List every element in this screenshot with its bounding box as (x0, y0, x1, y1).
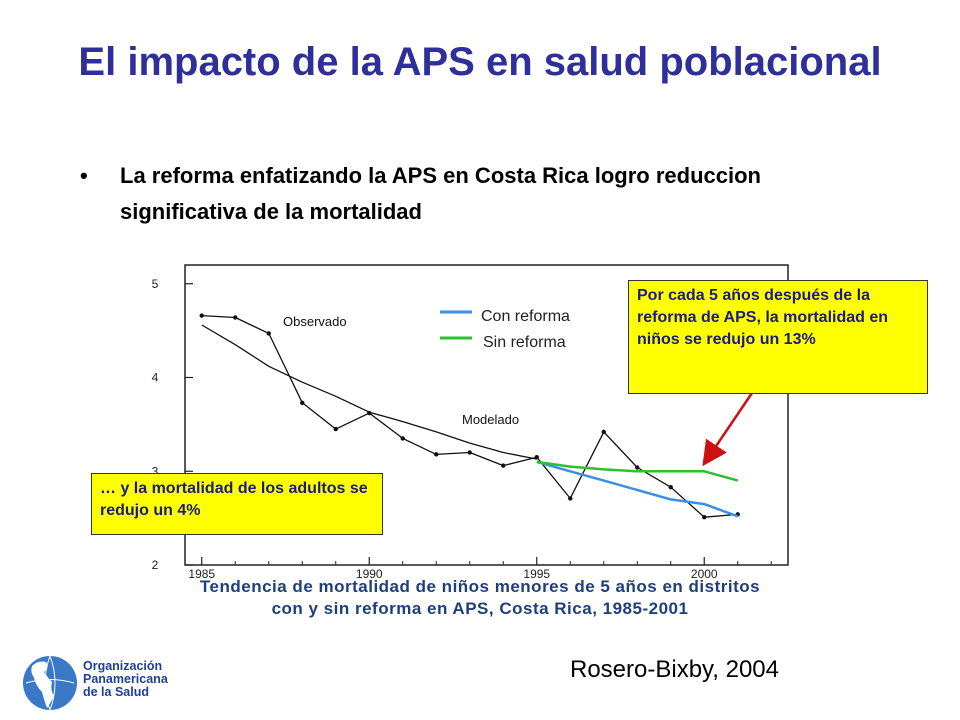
point-observado (467, 450, 472, 455)
series-line-modelado (201, 324, 537, 460)
point-observado (400, 436, 405, 441)
legend: Con reforma Sin reforma (440, 308, 570, 351)
series-line-sin-reforma (536, 460, 739, 482)
callout-children: Por cada 5 años después de la reforma de… (628, 280, 928, 394)
org-line-2: Panamericana (83, 672, 168, 686)
y-tick-label: 3 (152, 464, 159, 478)
bullet-dot: • (80, 163, 88, 188)
legend-label-con-reforma: Con reforma (481, 308, 570, 325)
point-observado (702, 514, 707, 520)
callout-arrow (702, 392, 754, 467)
bullet-text: La reforma enfatizando la APS en Costa R… (120, 163, 761, 224)
point-observado (601, 429, 606, 435)
point-observado (199, 313, 204, 318)
organization-name: Organización Panamericana de la Salud (83, 660, 168, 699)
bullet-point: • La reforma enfatizando la APS en Costa… (80, 158, 880, 230)
x-tick-label: 1995 (523, 567, 550, 580)
point-observado (233, 315, 238, 320)
point-observado (333, 426, 338, 432)
caption-line-1: Tendencia de mortalidad de niños menores… (199, 577, 761, 596)
org-line-3: de la Salud (83, 685, 149, 699)
y-tick-label: 2 (152, 558, 159, 572)
org-line-1: Organización (83, 659, 163, 673)
slide-title: El impacto de la APS en salud poblaciona… (78, 40, 882, 84)
chart-caption: Tendencia de mortalidad de niños menores… (120, 576, 840, 620)
caption-line-2: con y sin reforma en APS, Costa Rica, 19… (271, 599, 689, 618)
x-tick-label: 1985 (188, 567, 215, 580)
label-observado: Observado (283, 314, 347, 329)
point-observado (266, 331, 271, 336)
label-modelado: Modelado (462, 412, 519, 427)
callout-adults: … y la mortalidad de los adultos se redu… (91, 473, 383, 535)
x-tick-label: 2000 (691, 567, 718, 580)
point-observado (568, 496, 573, 501)
point-observado (668, 484, 673, 490)
series-line-con-reforma (536, 460, 739, 518)
y-tick-label: 5 (152, 277, 159, 291)
plot-frame (184, 264, 789, 566)
point-observado (501, 463, 506, 468)
citation: Rosero-Bixby, 2004 (570, 656, 779, 683)
paho-globe-logo-icon (23, 655, 77, 711)
legend-label-sin-reforma: Sin reforma (483, 334, 566, 351)
y-tick-label: 4 (152, 371, 159, 385)
point-observado (635, 465, 640, 470)
point-observado (300, 400, 305, 406)
point-observado (434, 452, 439, 457)
x-tick-label: 1990 (356, 567, 383, 580)
